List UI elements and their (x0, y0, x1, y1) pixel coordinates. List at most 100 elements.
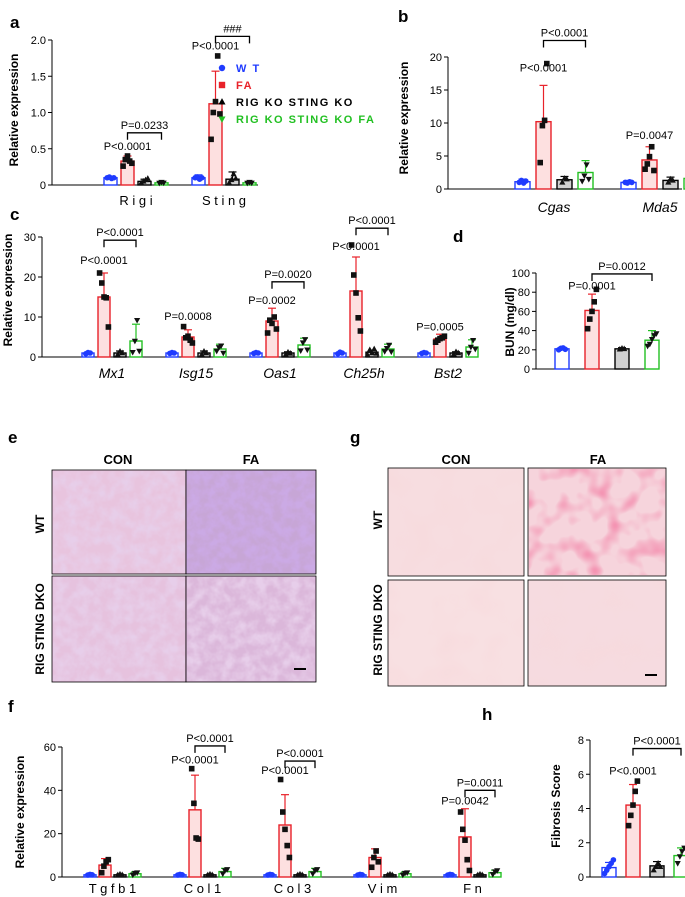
category-label: S t i n g (202, 193, 246, 208)
chart-c: 0 10 20 30 Relative expression Mx1 Isg15 Oas1 Ch… (1, 215, 479, 381)
data-point (373, 350, 380, 356)
p-value-label: P<0.0001 (276, 748, 323, 760)
data-point (273, 326, 280, 332)
category-label: Mx1 (99, 365, 125, 381)
data-point (359, 872, 366, 878)
y-axis-label: Fibrosis Score (549, 764, 563, 848)
data-point (621, 345, 628, 352)
data-point (185, 333, 191, 339)
data-point (404, 870, 411, 877)
data-point (479, 871, 486, 878)
p-value-label: P<0.0001 (80, 255, 127, 267)
data-point (466, 867, 473, 874)
category-label: T g f b 1 (89, 881, 136, 896)
data-point (208, 136, 214, 143)
data-point (136, 348, 143, 355)
chart-h: 0 2 4 6 8 Fibrosis Score P<0.0001 P<0.0001 (549, 735, 685, 884)
category-label: Oas1 (263, 365, 296, 381)
panel-label-c: c (10, 205, 19, 224)
data-point (286, 854, 293, 861)
data-point (455, 349, 462, 356)
bar (278, 824, 292, 878)
significance-bracket (103, 239, 137, 248)
data-point (357, 328, 364, 334)
significance-bracket (194, 745, 226, 753)
significance-bracket (632, 747, 682, 756)
bar (535, 120, 552, 190)
data-point (203, 349, 210, 356)
data-point (280, 809, 286, 815)
panel-label-f: f (8, 697, 14, 716)
p-value-label: P<0.0001 (192, 40, 239, 52)
y-tick-label: 5 (436, 151, 442, 163)
data-point (199, 174, 205, 181)
data-point (297, 348, 304, 354)
data-point (299, 871, 306, 878)
data-point (264, 330, 271, 336)
data-point (364, 351, 371, 358)
y-tick-label: 0 (30, 352, 36, 364)
bar (349, 290, 363, 358)
p-value-label: P=0.0042 (441, 795, 488, 807)
data-point (302, 337, 309, 343)
y-axis-label: BUN (mg/dl) (503, 287, 517, 356)
data-point (119, 349, 126, 356)
bar (188, 809, 202, 878)
data-point (389, 871, 396, 878)
p-value-label: P=0.0008 (164, 311, 211, 323)
y-tick-label: 20 (24, 272, 36, 284)
y-tick-label: 10 (24, 312, 36, 324)
y-axis-label: Relative expression (1, 234, 15, 347)
data-point (217, 111, 223, 117)
y-axis-label: Relative expression (397, 62, 411, 175)
data-point (584, 325, 591, 332)
data-point (255, 350, 261, 356)
data-point (287, 350, 294, 356)
data-point (591, 299, 597, 305)
data-point (214, 53, 221, 59)
data-point (589, 308, 595, 315)
data-point (101, 863, 107, 869)
data-point (267, 317, 273, 323)
p-value-label: P<0.0001 (186, 733, 233, 745)
data-point (541, 117, 548, 124)
data-point (179, 872, 185, 878)
y-tick-label: 2 (578, 838, 584, 850)
histology-g-dko-fa-texture (529, 581, 665, 685)
data-point (625, 822, 632, 829)
data-point (467, 344, 474, 351)
data-point (648, 143, 655, 150)
category-label: Bst2 (434, 365, 462, 381)
data-point (632, 788, 638, 795)
panel-label-d: d (453, 227, 463, 246)
y-tick-label: 8 (578, 735, 584, 747)
data-point (679, 849, 685, 855)
histology-e-wt-con-texture (53, 471, 185, 573)
y-tick-label: 20 (430, 52, 442, 64)
data-point (373, 848, 379, 854)
histology-e-col-con: CON (104, 452, 133, 467)
data-point (457, 809, 464, 815)
data-point (277, 776, 284, 783)
data-point (105, 856, 112, 863)
data-point (282, 826, 288, 833)
data-point (131, 338, 138, 345)
chart-d: 0 20 40 60 80 100 BUN (mg/dl) P=0.0001 P=0.0012 (503, 261, 660, 376)
y-tick-label: 2.0 (31, 35, 46, 47)
category-label: R i g i (119, 193, 152, 208)
data-point (89, 872, 95, 878)
data-point (634, 778, 641, 784)
p-value-label: ### (223, 23, 242, 35)
data-point (610, 857, 617, 863)
data-point (248, 180, 255, 187)
data-point (105, 324, 112, 330)
data-point (219, 871, 226, 878)
histology-panel-e: CON FA WT RIG STING DKO (33, 452, 317, 683)
data-point (652, 863, 659, 869)
data-point (368, 349, 376, 356)
category-label: Ch25h (343, 365, 384, 381)
data-point (562, 346, 569, 353)
category-label: Isg15 (179, 365, 213, 381)
data-point (351, 272, 357, 278)
